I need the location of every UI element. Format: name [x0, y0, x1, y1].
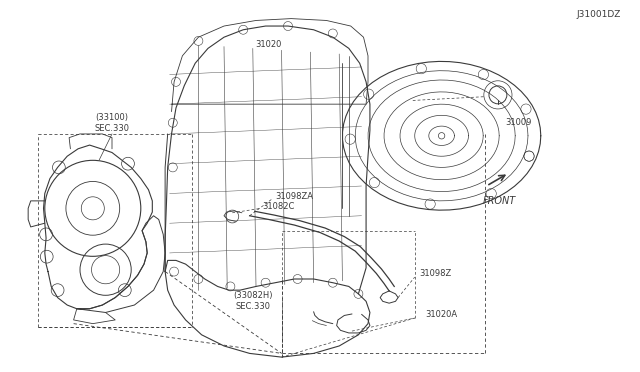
Text: 31009: 31009 [506, 118, 532, 127]
Text: SEC.330: SEC.330 [236, 302, 270, 311]
Text: 31098Z: 31098Z [419, 269, 451, 278]
Text: 31082C: 31082C [262, 202, 295, 211]
Text: J31001DZ: J31001DZ [577, 10, 621, 19]
Text: 31098ZA: 31098ZA [275, 192, 313, 201]
Text: FRONT: FRONT [483, 196, 516, 206]
Text: (33100): (33100) [95, 113, 129, 122]
Text: (33082H): (33082H) [233, 291, 273, 300]
Text: 31020A: 31020A [426, 310, 458, 319]
Text: SEC.330: SEC.330 [95, 124, 129, 133]
Text: 31020: 31020 [255, 40, 282, 49]
